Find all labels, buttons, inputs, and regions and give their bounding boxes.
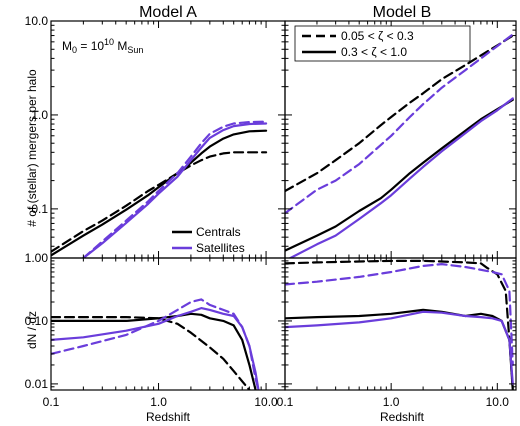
series-satellites-dashed xyxy=(82,120,268,258)
series-satellites-solid xyxy=(285,310,514,385)
panel-frame xyxy=(284,257,517,391)
m0-sub: 0 xyxy=(72,45,77,55)
series-group xyxy=(51,298,260,390)
msun-text: M xyxy=(114,39,127,53)
legend-solid-label: 0.3 < ζ < 1.0 xyxy=(341,45,407,59)
y-tick-label: 0.10 xyxy=(25,314,49,328)
series-centrals-dashed xyxy=(285,34,514,193)
ylabel-top: # of (stellar) mergers per halo xyxy=(25,69,39,227)
panel-1 xyxy=(284,20,517,259)
x-tick-label: 10.0 xyxy=(486,395,510,409)
series-group xyxy=(285,259,514,390)
legend-ratio: 0.05 < ζ < 0.3 0.3 < ζ < 1.0 xyxy=(294,25,471,62)
series-satellites-dashed xyxy=(51,298,260,390)
series-centrals-dashed xyxy=(51,316,251,390)
title-model-b: Model B xyxy=(373,4,432,21)
title-model-a: Model A xyxy=(139,4,197,21)
panel-3: 0.1 1.0 10.0 xyxy=(277,257,517,409)
x-tick-label: 1.0 xyxy=(383,395,400,409)
series-group xyxy=(51,120,268,258)
series-satellites-solid xyxy=(51,307,260,390)
y-tick-label: 1.0 xyxy=(31,108,48,122)
xlabel-left: Redshift xyxy=(146,410,191,424)
legend-satellites-label: Satellites xyxy=(196,241,245,255)
legend-type: Centrals Satellites xyxy=(172,225,245,255)
msun-sub: Sun xyxy=(127,45,143,55)
m0-text: M xyxy=(62,39,72,53)
x-tick-label: 10.0 xyxy=(254,395,278,409)
y-tick-label: 1.00 xyxy=(25,251,49,265)
eq-text: = 10 xyxy=(77,39,104,53)
series-satellites-solid xyxy=(82,122,268,258)
series-centrals-solid xyxy=(285,308,514,390)
y-tick-label: 0.01 xyxy=(25,377,49,391)
exp-text: 10 xyxy=(104,37,114,47)
x-tick-label: 0.1 xyxy=(277,395,294,409)
series-centrals-solid xyxy=(51,312,257,390)
legend-ratio-box xyxy=(294,25,471,62)
legend-dashed-label: 0.05 < ζ < 0.3 xyxy=(341,29,414,43)
series-satellites-dashed xyxy=(285,263,514,366)
x-tick-label: 0.1 xyxy=(43,395,60,409)
x-tick-label: 1.0 xyxy=(150,395,167,409)
panels: 0.11.010.00.1 1.0 10.00.010.101.000.1 1.0 10… xyxy=(25,14,517,409)
mass-annotation: M0 = 1010 MSun xyxy=(62,37,143,55)
series-satellites-solid xyxy=(288,97,514,258)
series-group xyxy=(285,33,514,258)
panel-2: 0.1 1.0 10.0 0.01 0.10 1.00 xyxy=(25,251,286,409)
legend-centrals-label: Centrals xyxy=(196,225,241,239)
ylabel-bottom: dN / dz xyxy=(25,311,39,349)
y-tick-label: 0.1 xyxy=(31,202,48,216)
series-satellites-dashed xyxy=(285,33,514,215)
series-centrals-solid xyxy=(285,98,514,252)
panel-frame xyxy=(50,20,286,259)
y-tick-label: 10.0 xyxy=(25,14,49,28)
xlabel-right: Redshift xyxy=(380,410,425,424)
